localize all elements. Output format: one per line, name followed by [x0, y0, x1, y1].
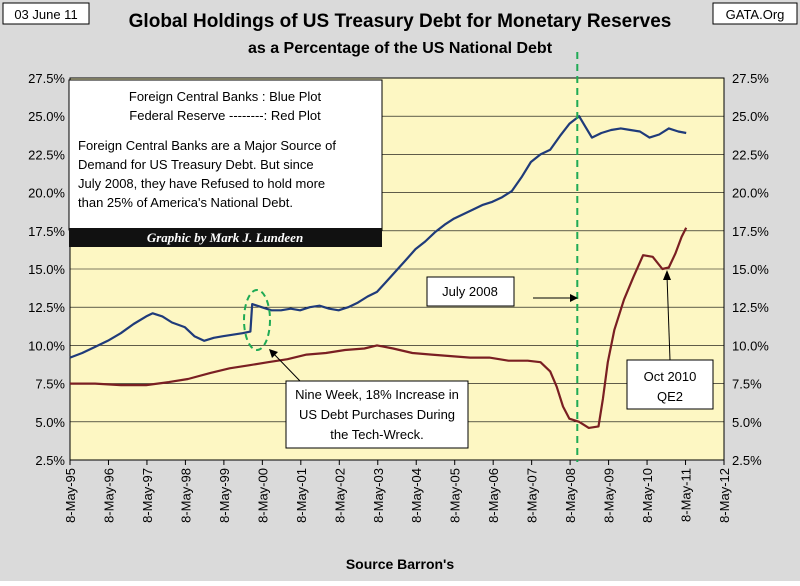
y-tick-label-right: 7.5%	[732, 377, 762, 392]
x-axis: 8-May-95 8-May-96 8-May-97 8-May-98 8-May-99…	[63, 460, 732, 523]
y-tick-label-left: 22.5%	[28, 147, 65, 162]
legend-line-fed: Federal Reserve --------: Red Plot	[129, 108, 321, 123]
y-tick-label-right: 5.0%	[732, 415, 762, 430]
site-label: GATA.Org	[726, 7, 785, 22]
x-tick-label: 8-May-96	[101, 468, 116, 523]
y-tick-label-right: 27.5%	[732, 71, 769, 86]
tech-wreck-line: Nine Week, 18% Increase in	[295, 387, 459, 402]
y-tick-label-right: 22.5%	[732, 147, 769, 162]
x-tick-label: 8-May-08	[563, 468, 578, 523]
july-2008-label: July 2008	[442, 284, 498, 299]
y-axis-left: 2.5% 5.0% 7.5% 10.0% 12.5% 15.0% 17.5% 20.0% 22.…	[28, 71, 65, 468]
date-label: 03 June 11	[14, 7, 77, 22]
y-tick-label-left: 2.5%	[35, 453, 65, 468]
x-tick-label: 8-May-04	[409, 468, 424, 523]
x-tick-label: 8-May-99	[217, 468, 232, 523]
chart-subtitle: as a Percentage of the US National Debt	[248, 40, 553, 57]
tech-wreck-line: US Debt Purchases During	[299, 407, 455, 422]
tech-wreck-box	[285, 380, 469, 449]
federal-reserve-line	[70, 227, 688, 429]
qe2-box	[626, 359, 714, 410]
y-tick-label-left: 17.5%	[28, 224, 65, 239]
x-tick-label: 8-May-98	[178, 468, 193, 523]
chart-title: Global Holdings of US Treasury Debt for …	[129, 11, 672, 32]
legend-line-foreign: Foreign Central Banks : Blue Plot	[129, 89, 322, 104]
y-tick-label-right: 17.5%	[732, 224, 769, 239]
y-tick-label-left: 15.0%	[28, 262, 65, 277]
legend-para-line: than 25% of America's National Debt.	[78, 195, 293, 210]
qe2-line: QE2	[657, 389, 683, 404]
legend-para-line: July 2008, they have Refused to hold mor…	[78, 176, 325, 191]
x-tick-label: 8-May-05	[448, 468, 463, 523]
y-tick-label-left: 5.0%	[35, 415, 65, 430]
tech-wreck-circle	[243, 289, 271, 351]
series-lines	[69, 115, 688, 429]
x-tick-label: 8-May-00	[255, 468, 270, 523]
y-tick-label-right: 10.0%	[732, 338, 769, 353]
x-tick-label: 8-May-11	[679, 468, 694, 522]
qe2-arrowhead	[663, 270, 671, 280]
x-tick-label: 8-May-02	[332, 468, 347, 523]
x-tick-label: 8-May-06	[486, 468, 501, 523]
y-tick-label-right: 2.5%	[732, 453, 762, 468]
x-tick-label: 8-May-12	[717, 468, 732, 523]
legend-box	[68, 79, 383, 231]
x-axis-label: Source Barron's	[346, 556, 455, 572]
x-tick-label: 8-May-01	[294, 468, 309, 523]
y-tick-label-left: 25.0%	[28, 109, 65, 124]
x-tick-label: 8-May-95	[63, 468, 78, 523]
tech-wreck-arrow	[271, 351, 301, 382]
site-box	[712, 2, 798, 25]
tech-wreck-arrowhead	[269, 349, 278, 358]
y-tick-label-right: 12.5%	[732, 300, 769, 315]
x-tick-label: 8-May-07	[525, 468, 540, 523]
y-tick-label-right: 20.0%	[732, 186, 769, 201]
legend-para-line: Foreign Central Banks are a Major Source…	[78, 138, 336, 153]
tech-wreck-line: the Tech-Wreck.	[330, 427, 423, 442]
y-tick-label-left: 10.0%	[28, 338, 65, 353]
credit-banner	[69, 228, 382, 247]
y-axis-right: 2.5% 5.0% 7.5% 10.0% 12.5% 15.0% 17.5% 20.0% 22.…	[732, 71, 769, 468]
y-tick-label-right: 25.0%	[732, 109, 769, 124]
y-tick-label-right: 15.0%	[732, 262, 769, 277]
qe2-line: Oct 2010	[644, 369, 697, 384]
legend-para-line: Demand for US Treasury Debt. But since	[78, 157, 314, 172]
y-tick-label-left: 20.0%	[28, 186, 65, 201]
qe2-arrow	[666, 275, 671, 361]
y-tick-label-left: 7.5%	[35, 377, 65, 392]
x-tick-label: 8-May-97	[140, 468, 155, 523]
x-tick-label: 8-May-03	[371, 468, 386, 523]
foreign-central-banks-line	[69, 115, 687, 359]
x-tick-label: 8-May-09	[602, 468, 617, 523]
y-tick-label-left: 27.5%	[28, 71, 65, 86]
date-box	[2, 2, 90, 25]
credit-text: Graphic by Mark J. Lundeen	[147, 230, 303, 245]
y-tick-label-left: 12.5%	[28, 300, 65, 315]
july-2008-arrowhead	[570, 294, 578, 302]
july-2008-box	[426, 276, 515, 307]
x-tick-label: 8-May-10	[640, 468, 655, 523]
